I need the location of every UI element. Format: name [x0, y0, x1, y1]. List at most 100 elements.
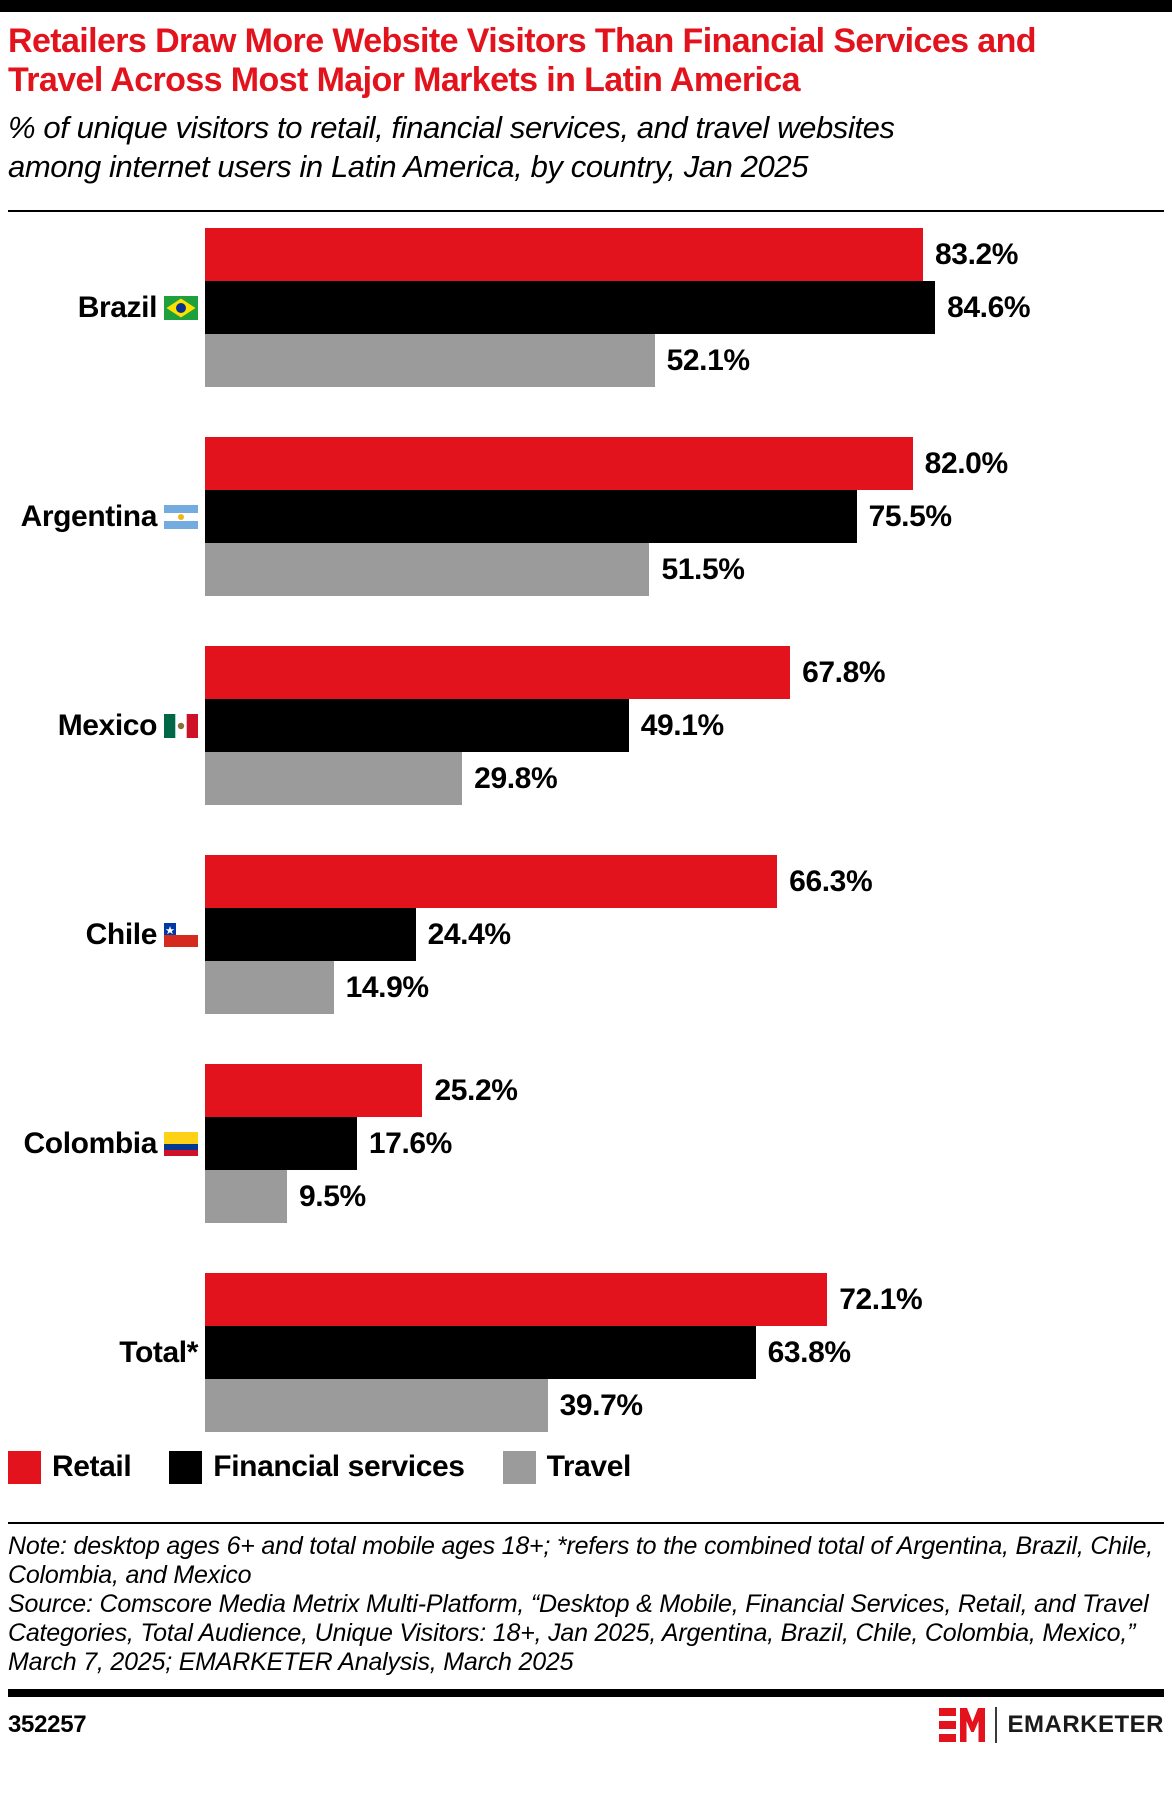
- brand-name: EMARKETER: [1007, 1711, 1164, 1739]
- country-label-total: Total*: [8, 1273, 205, 1432]
- bar-row-financial-services: 17.6%: [205, 1117, 1164, 1171]
- value-label: 29.8%: [474, 761, 558, 795]
- bar-financial-services-mexico: [205, 699, 629, 753]
- bar-row-retail: 72.1%: [205, 1273, 1164, 1327]
- value-label: 9.5%: [298, 1179, 366, 1213]
- bars-mexico: 67.8% 49.1% 29.8%: [205, 646, 1164, 806]
- bar-retail-colombia: [205, 1064, 423, 1118]
- bar-travel-mexico: [205, 752, 463, 806]
- bars-argentina: 82.0% 75.5% 51.5%: [205, 437, 1164, 597]
- country-name: Brazil: [77, 290, 158, 324]
- logo-divider-rule: [995, 1707, 998, 1744]
- value-label: 39.7%: [559, 1388, 643, 1422]
- bar-retail-mexico: [205, 646, 791, 700]
- note-text: Note: desktop ages 6+ and total mobile a…: [8, 1532, 1154, 1590]
- value-label: 83.2%: [935, 237, 1019, 271]
- bar-retail-chile: [205, 855, 778, 909]
- value-label: 51.5%: [661, 552, 745, 586]
- bar-row-travel: 29.8%: [205, 752, 1164, 806]
- footer: 352257 EMARKETER: [8, 1707, 1164, 1744]
- value-label: 14.9%: [345, 970, 429, 1004]
- bar-financial-services-total: [205, 1326, 756, 1380]
- chart-row-total: Total* 72.1% 63.8% 39.7%: [8, 1273, 1164, 1433]
- bar-row-travel: 14.9%: [205, 961, 1164, 1015]
- footnotes: Note: desktop ages 6+ and total mobile a…: [8, 1532, 1164, 1677]
- legend-item-travel: Travel: [502, 1450, 631, 1484]
- value-label: 75.5%: [868, 499, 952, 533]
- bar-retail-total: [205, 1273, 828, 1327]
- legend-swatch-retail: [8, 1450, 41, 1484]
- bar-row-travel: 51.5%: [205, 543, 1164, 597]
- bar-row-retail: 67.8%: [205, 646, 1164, 700]
- bar-travel-colombia: [205, 1170, 287, 1224]
- legend-label: Financial services: [213, 1450, 465, 1484]
- mexico-flag-icon: [164, 713, 198, 738]
- chart-row-brazil: Brazil 83.2% 84.6% 52.1%: [8, 228, 1164, 388]
- bar-financial-services-colombia: [205, 1117, 357, 1171]
- chart-row-colombia: Colombia 25.2% 17.6% 9.5%: [8, 1064, 1164, 1224]
- emarketer-logo-icon: [939, 1708, 986, 1743]
- bar-retail-brazil: [205, 228, 924, 282]
- value-label: 84.6%: [947, 290, 1031, 324]
- chart-row-chile: Chile 66.3% 24.4% 14.9%: [8, 855, 1164, 1015]
- page-title: Retailers Draw More Website Visitors Tha…: [8, 22, 1037, 100]
- bar-financial-services-brazil: [205, 281, 936, 335]
- bars-chile: 66.3% 24.4% 14.9%: [205, 855, 1164, 1015]
- page-subtitle: % of unique visitors to retail, financia…: [8, 109, 895, 184]
- bar-row-retail: 25.2%: [205, 1064, 1164, 1118]
- country-label-colombia: Colombia: [8, 1064, 205, 1223]
- value-label: 49.1%: [640, 708, 724, 742]
- bar-row-financial-services: 75.5%: [205, 490, 1164, 544]
- value-label: 24.4%: [427, 917, 511, 951]
- bars-brazil: 83.2% 84.6% 52.1%: [205, 228, 1164, 388]
- legend-swatch-travel: [502, 1450, 536, 1484]
- bar-row-retail: 83.2%: [205, 228, 1164, 282]
- chart-legend: Retail Financial services Travel: [8, 1450, 1164, 1484]
- country-name: Argentina: [20, 499, 158, 533]
- footer-divider: [8, 1689, 1164, 1698]
- top-black-bar: [0, 0, 1172, 12]
- bar-row-financial-services: 84.6%: [205, 281, 1164, 335]
- country-name: Total*: [119, 1335, 198, 1369]
- value-label: 82.0%: [924, 446, 1008, 480]
- colombia-flag-icon: [164, 1131, 198, 1156]
- legend-item-retail: Retail: [8, 1450, 132, 1484]
- bar-row-travel: 9.5%: [205, 1170, 1164, 1224]
- legend-item-financial-services: Financial services: [169, 1450, 465, 1484]
- chile-flag-icon: [164, 922, 198, 947]
- chart-id: 352257: [8, 1711, 87, 1739]
- legend-label: Retail: [52, 1450, 132, 1484]
- bar-row-travel: 39.7%: [205, 1379, 1164, 1433]
- header-divider: [8, 210, 1164, 213]
- country-label-chile: Chile: [8, 855, 205, 1014]
- bar-travel-brazil: [205, 334, 655, 388]
- country-name: Chile: [85, 917, 158, 951]
- bar-travel-total: [205, 1379, 548, 1433]
- bars-colombia: 25.2% 17.6% 9.5%: [205, 1064, 1164, 1224]
- chart-row-mexico: Mexico 67.8% 49.1% 29.8%: [8, 646, 1164, 806]
- country-name: Colombia: [23, 1126, 158, 1160]
- source-text: Source: Comscore Media Metrix Multi-Plat…: [8, 1590, 1149, 1677]
- country-label-argentina: Argentina: [8, 437, 205, 596]
- value-label: 52.1%: [666, 343, 750, 377]
- bar-financial-services-argentina: [205, 490, 857, 544]
- bar-row-retail: 66.3%: [205, 855, 1164, 909]
- grouped-bar-chart: Brazil 83.2% 84.6% 52.1% Argentina 82.0% 75.5%…: [8, 228, 1164, 1433]
- bar-financial-services-chile: [205, 908, 416, 962]
- bar-row-financial-services: 24.4%: [205, 908, 1164, 962]
- country-name: Mexico: [57, 708, 158, 742]
- bar-travel-chile: [205, 961, 334, 1015]
- emarketer-logo: EMARKETER: [939, 1707, 1164, 1744]
- bar-row-travel: 52.1%: [205, 334, 1164, 388]
- value-label: 17.6%: [368, 1126, 452, 1160]
- footnote-divider: [8, 1522, 1164, 1525]
- value-label: 25.2%: [434, 1073, 518, 1107]
- bar-row-financial-services: 49.1%: [205, 699, 1164, 753]
- value-label: 63.8%: [767, 1335, 851, 1369]
- chart-row-argentina: Argentina 82.0% 75.5% 51.5%: [8, 437, 1164, 597]
- legend-swatch-financial-services: [169, 1450, 203, 1484]
- bars-total: 72.1% 63.8% 39.7%: [205, 1273, 1164, 1433]
- country-label-mexico: Mexico: [8, 646, 205, 805]
- country-label-brazil: Brazil: [8, 228, 205, 387]
- bar-row-retail: 82.0%: [205, 437, 1164, 491]
